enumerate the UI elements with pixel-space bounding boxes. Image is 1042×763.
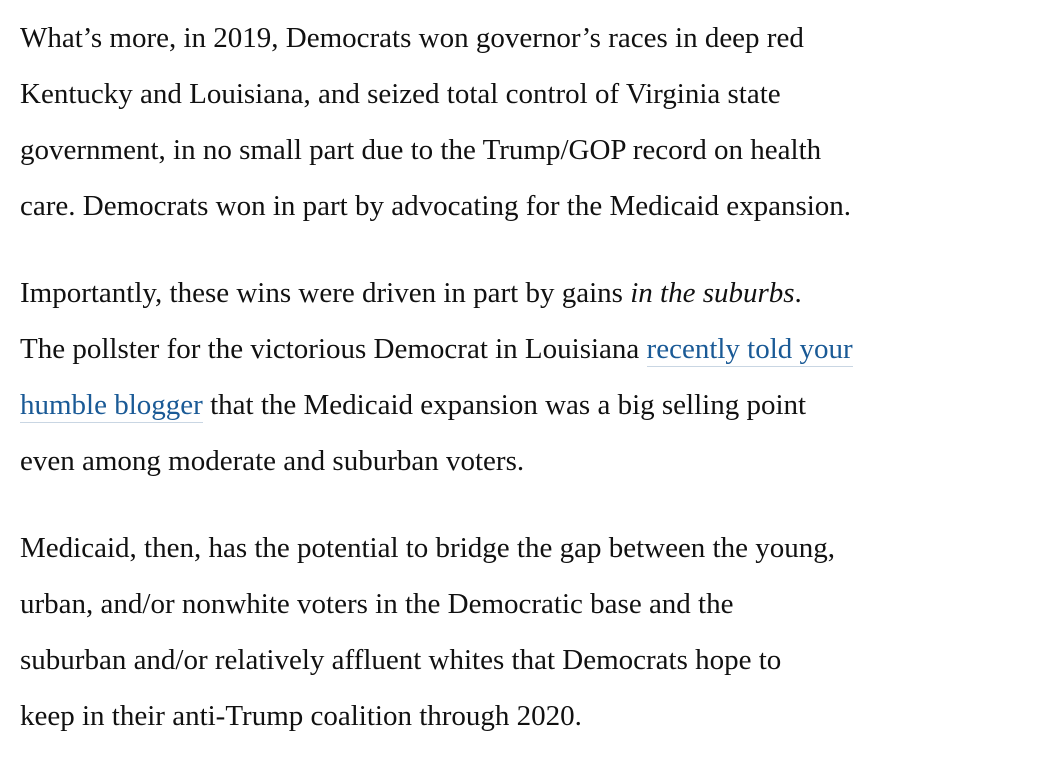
text-line: Kentucky and Louisiana, and seized total… — [20, 78, 781, 110]
text-line: Medicaid, then, has the potential to bri… — [20, 532, 835, 564]
text-line: care. Democrats won in part by advocatin… — [20, 190, 852, 222]
paragraph-governor-races: What’s more, in 2019, Democrats won gove… — [20, 10, 1035, 234]
text-line: humble blogger that the Medicaid expansi… — [20, 377, 1035, 433]
recently-told-link[interactable]: recently told your — [646, 333, 853, 367]
text-line: The pollster for the victorious Democrat… — [20, 321, 1035, 377]
text-line: government, in no small part due to the … — [20, 134, 822, 166]
text-segment: . — [794, 277, 802, 309]
text-line: keep in their anti-Trump coalition throu… — [20, 700, 582, 732]
humble-blogger-link[interactable]: humble blogger — [20, 389, 203, 423]
text-line: suburban and/or relatively affluent whit… — [20, 644, 782, 676]
text-line: What’s more, in 2019, Democrats won gove… — [20, 22, 804, 54]
article-body: What’s more, in 2019, Democrats won gove… — [20, 10, 1035, 744]
paragraph-suburbs: Importantly, these wins were driven in p… — [20, 265, 1035, 489]
text-segment: The pollster for the victorious Democrat… — [20, 333, 647, 365]
text-line: Importantly, these wins were driven in p… — [20, 265, 1035, 321]
text-line: urban, and/or nonwhite voters in the Dem… — [20, 588, 734, 620]
text-segment: Importantly, these wins were driven in p… — [20, 277, 631, 309]
paragraph-medicaid-bridge: Medicaid, then, has the potential to bri… — [20, 520, 1035, 744]
emphasis-suburbs: in the suburbs — [630, 277, 795, 309]
text-segment: that the Medicaid expansion was a big se… — [202, 389, 807, 421]
text-line: even among moderate and suburban voters. — [20, 445, 525, 477]
